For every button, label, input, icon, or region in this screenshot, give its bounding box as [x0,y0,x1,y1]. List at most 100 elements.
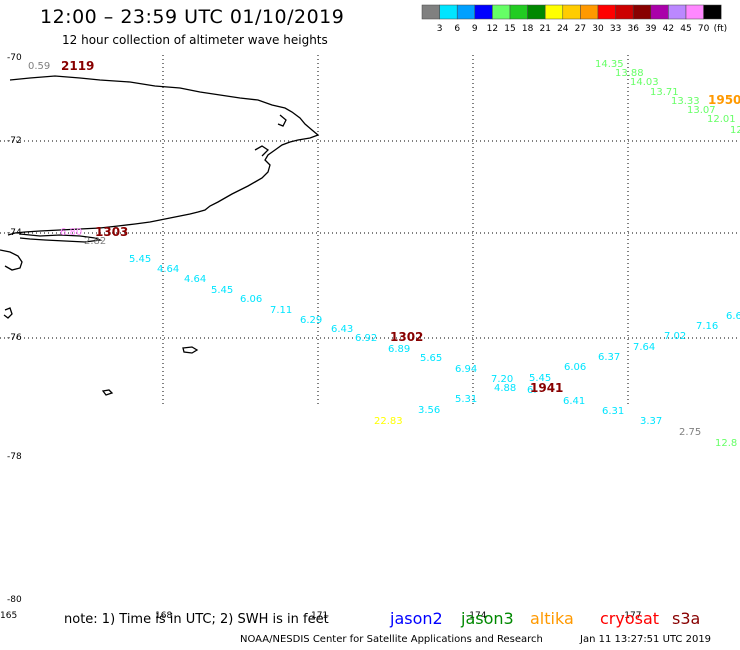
wave-height-label: 13.33 [671,96,700,107]
wave-height-label: 6.29 [300,315,322,326]
page-title: 12:00 – 23:59 UTC 01/10/2019 [40,6,345,28]
coastline-main [7,75,320,236]
wave-height-label: 7.64 [633,342,655,353]
island-3 [3,307,13,319]
page-subtitle: 12 hour collection of altimeter wave hei… [62,33,328,47]
sat-cryosat: cryosat [600,609,660,628]
wave-height-label: 0.59 [28,61,50,72]
legend-swatch [439,4,458,20]
pass-time-label: 1303 [95,225,128,239]
legend-swatch [632,4,652,20]
legend-swatch [650,4,669,20]
wave-height-label: 3.37 [640,416,662,427]
wave-height-label: 6. [527,385,537,396]
coastline-ice-shelf [19,233,103,243]
wave-height-label: 22.83 [374,416,403,427]
wave-height-label: 6.80 [60,227,82,238]
wave-height-label: 5.45 [529,373,551,384]
wave-height-label: 6.6 [726,311,740,322]
wave-height-label: 7.02 [664,331,686,342]
legend-tick-label: 27 [575,24,586,34]
island-1 [182,346,199,354]
wave-height-label: 7.20 [491,374,513,385]
wave-height-label: 7.11 [270,305,292,316]
legend-swatch [492,4,511,20]
pass-time-label: 1941 [530,381,563,395]
wave-height-label: 13.71 [650,87,679,98]
credit-line: NOAA/NESDIS Center for Satellite Applica… [240,634,543,645]
wave-height-label: 12.8 [715,438,737,449]
wave-height-label: 6.31 [602,406,624,417]
legend-swatch [615,4,634,20]
lat-label: -80 [7,595,22,605]
pass-time-label: 1302 [390,330,423,344]
footer-note: note: 1) Time is in UTC; 2) SWH is in fe… [64,612,329,627]
wave-height-label: 13.88 [615,68,644,79]
pass-time-label: 1950 [708,93,740,107]
colour-scale-legend: 3 6 9 12 15 18 21 24 27 30 33 36 39 42 45 70 (ft) [421,4,728,34]
wave-height-label: 6.37 [598,352,620,363]
legend-tick-label: 24 [557,24,569,34]
legend-tick-label: 30 [592,24,604,34]
legend-unit: (ft) [714,24,728,34]
wave-height-label: 6.41 [563,396,585,407]
lat-label: -70 [7,53,22,63]
wave-height-label: 4.64 [184,274,206,285]
legend-tick-label: 9 [472,24,478,34]
legend-swatch [527,4,546,20]
wave-height-label: 4.88 [494,383,516,394]
legend-swatch [580,4,599,20]
coastline [0,75,320,396]
legend-tick-label: 12 [487,24,498,34]
lat-label: -78 [7,452,22,462]
legend-tick-label: 15 [504,24,515,34]
wave-height-label: 5.31 [455,394,477,405]
wave-height-label: 6.43 [331,324,353,335]
wave-height-label: 2.82 [84,236,106,247]
wave-height-label: 5.45 [211,285,233,296]
legend-tick-label: 42 [663,24,674,34]
island-2 [101,389,114,396]
lat-label: -76 [7,333,22,343]
graticule-grid [0,55,740,405]
generated-timestamp: Jan 11 13:27:51 UTC 2019 [580,634,712,645]
sat-s3a: s3a [672,609,701,628]
legend-swatch [456,4,476,20]
legend-swatch [474,4,493,20]
lat-label: -72 [7,136,22,146]
legend-tick-label: 18 [522,24,534,34]
wave-height-label: 3.56 [418,405,440,416]
legend-tick-label: 45 [680,24,691,34]
coast-bump-2 [254,145,270,157]
wave-height-label: 5.65 [420,353,442,364]
legend-swatch [509,4,528,20]
wave-height-label: 5.45 [129,254,151,265]
lon-label: -177 [621,611,641,621]
wave-height-label: 13.07 [687,105,716,116]
legend-tick-label: 21 [539,24,550,34]
legend-tick-label: 3 [437,24,443,34]
legend-swatch [703,4,722,20]
wave-height-label: 2.75 [679,427,701,438]
wave-height-label: 6.89 [388,344,410,355]
legend-swatch [685,4,704,20]
sat-altika: altika [530,609,574,628]
lon-label: 165 [0,611,17,621]
pass-time-label: 2119 [61,59,94,73]
legend-tick-label: 33 [610,24,621,34]
legend-swatch [544,4,564,20]
legend-tick-label: 39 [645,24,657,34]
legend-tick-label: 70 [698,24,710,34]
wave-height-label: 14.03 [630,77,659,88]
legend-swatch [421,4,440,20]
wave-height-label: 6.06 [240,294,262,305]
sat-jason2: jason2 [390,609,443,628]
lat-label: -74 [7,228,22,238]
wave-height-label: 7.16 [696,321,718,332]
lon-label: 168 [155,611,172,621]
legend-swatch [597,4,616,20]
lon-label: -174 [466,611,487,621]
coastline-lower [0,249,23,271]
